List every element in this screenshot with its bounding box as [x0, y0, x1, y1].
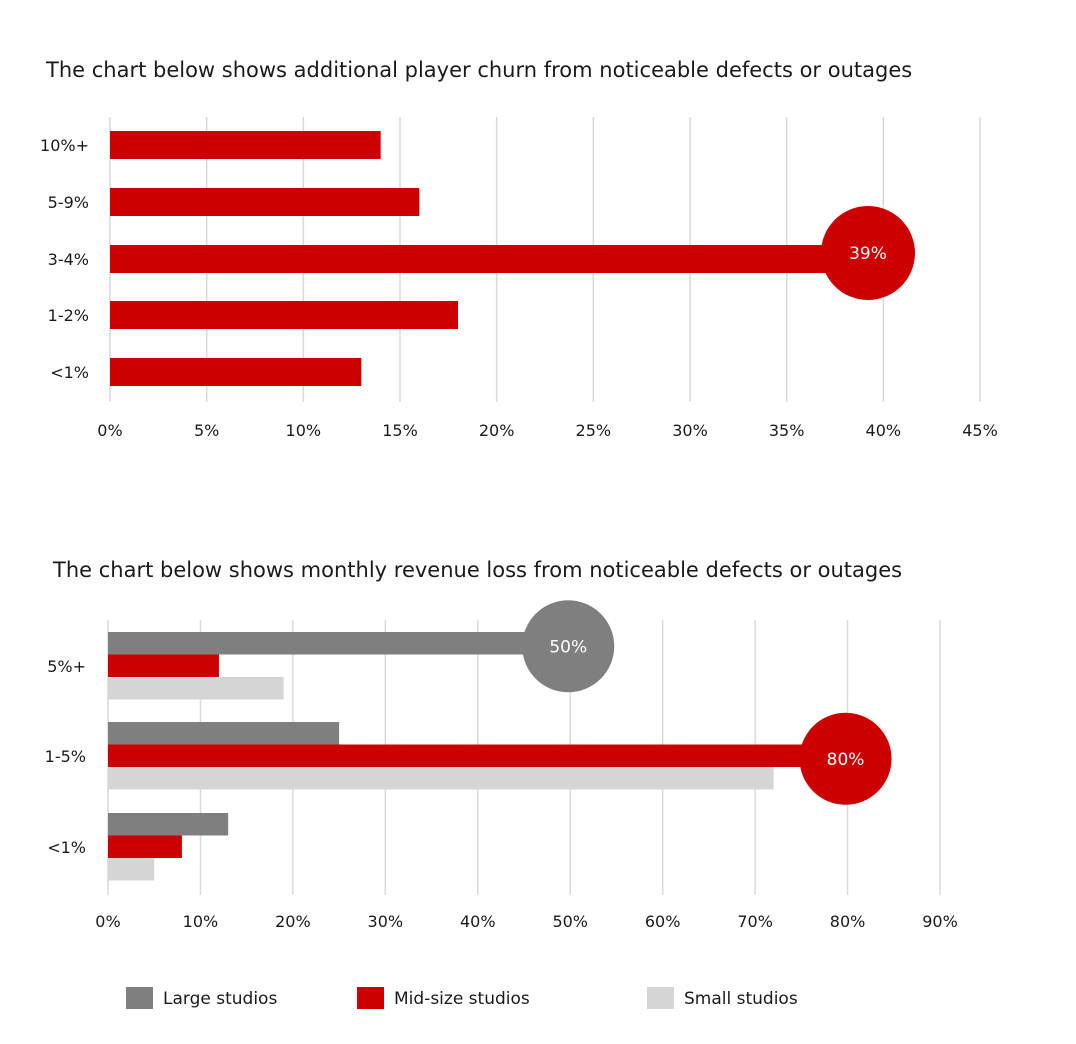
x-tick-label: 0%: [97, 421, 122, 440]
x-tick-label: 20%: [479, 421, 515, 440]
legend-label: Small studios: [684, 989, 798, 1009]
category-label: <1%: [50, 363, 89, 382]
bar: [110, 131, 381, 159]
bar-large-studios: [108, 632, 571, 655]
x-tick-label: 10%: [183, 912, 219, 931]
legend-swatch: [647, 987, 674, 1009]
x-tick-label: 40%: [866, 421, 902, 440]
x-tick-label: 45%: [962, 421, 998, 440]
x-tick-label: 70%: [737, 912, 773, 931]
highlight-bubble: [522, 600, 615, 693]
bar-mid-size-studios: [108, 654, 219, 677]
churn-chart-title: The chart below shows additional player …: [46, 58, 913, 82]
x-tick-label: 30%: [368, 912, 404, 931]
category-label: 1-2%: [48, 306, 89, 325]
category-label: 5%+: [47, 657, 86, 676]
highlight-bubble: [821, 206, 915, 300]
x-tick-label: 50%: [552, 912, 588, 931]
x-tick-label: 25%: [576, 421, 612, 440]
x-tick-label: 20%: [275, 912, 311, 931]
highlight-label: 50%: [549, 637, 587, 657]
bar: [110, 358, 362, 386]
highlight-label: 80%: [827, 750, 865, 770]
category-label: 1-5%: [45, 747, 86, 766]
x-tick-label: 5%: [194, 421, 219, 440]
bar-small-studios: [108, 858, 155, 881]
category-label: 10%+: [40, 136, 89, 155]
highlight-label: 39%: [849, 244, 887, 264]
revenue-chart-title: The chart below shows monthly revenue lo…: [53, 558, 903, 582]
bar: [110, 245, 864, 273]
legend-swatch: [357, 987, 384, 1009]
bar-small-studios: [108, 767, 774, 790]
bar-mid-size-studios: [108, 835, 182, 858]
x-tick-label: 80%: [830, 912, 866, 931]
bar-large-studios: [108, 813, 229, 836]
legend-label: Mid-size studios: [394, 989, 530, 1009]
bar: [110, 301, 458, 329]
category-label: 3-4%: [48, 250, 89, 269]
x-tick-label: 90%: [922, 912, 958, 931]
highlight-bubble: [799, 712, 892, 805]
bar: [110, 188, 420, 216]
category-label: 5-9%: [48, 193, 89, 212]
x-tick-label: 10%: [286, 421, 322, 440]
bar-large-studios: [108, 722, 340, 745]
legend-label: Large studios: [163, 989, 277, 1009]
bar-small-studios: [108, 677, 284, 700]
x-tick-label: 15%: [382, 421, 418, 440]
category-label: <1%: [47, 838, 86, 857]
legend-swatch: [126, 987, 153, 1009]
x-tick-label: 40%: [460, 912, 496, 931]
x-tick-label: 30%: [672, 421, 708, 440]
x-tick-label: 35%: [769, 421, 805, 440]
bar-mid-size-studios: [108, 744, 848, 767]
x-tick-label: 60%: [645, 912, 681, 931]
x-tick-label: 0%: [95, 912, 120, 931]
